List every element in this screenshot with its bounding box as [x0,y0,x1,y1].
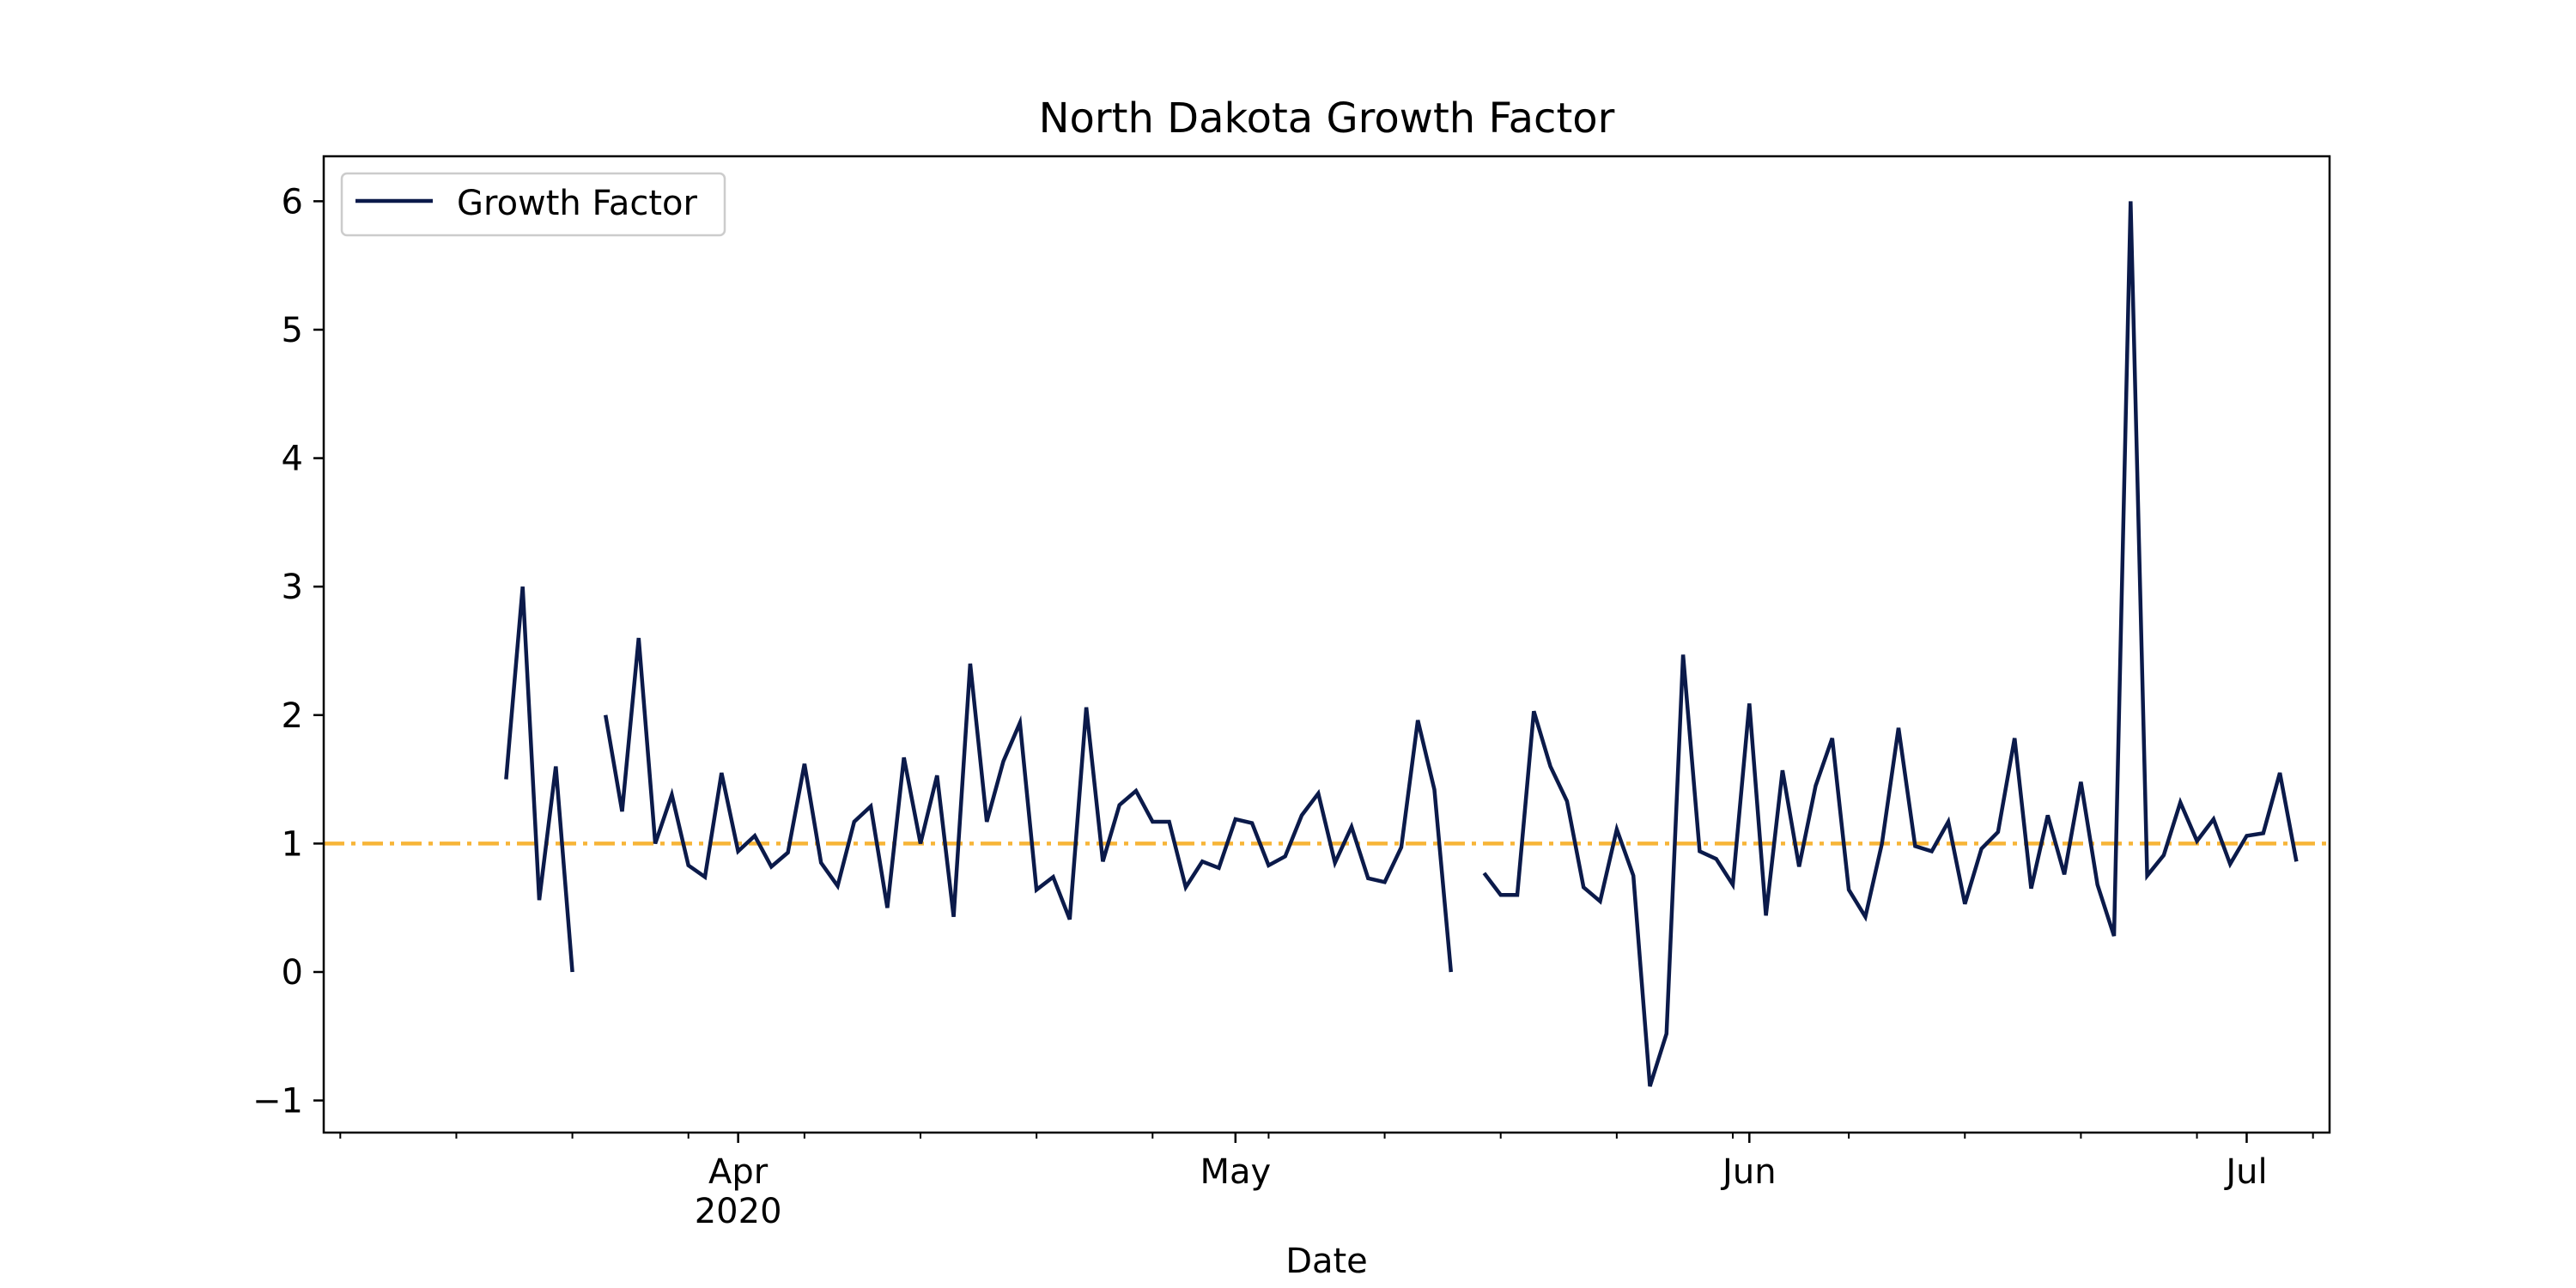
series-line-growth-factor-segment-2 [603,637,1454,973]
x-tick-label: Jul [2223,1152,2267,1192]
y-tick-label: 3 [282,568,303,607]
y-tick-label: 2 [282,696,303,736]
y-tick-label: 1 [282,824,303,864]
y-tick-label: 0 [282,953,303,993]
x-tick-label: May [1200,1152,1271,1192]
y-axis: −1 0 1 2 3 4 5 6 [252,182,324,1121]
y-tick-label: 6 [282,182,303,222]
legend-label-growth-factor: Growth Factor [457,184,697,223]
series-line-growth-factor-segment-3 [1482,201,2299,1087]
legend: Growth Factor [340,172,726,237]
plot-area [324,201,2330,1087]
plot-frame [322,155,2331,1134]
y-tick-label: 4 [282,440,303,479]
y-tick-label: −1 [252,1082,303,1121]
x-tick-label: Apr [708,1152,769,1192]
legend-box [340,172,726,237]
x-axis-label: Date [1285,1242,1368,1281]
x-tick-label: Jun [1720,1152,1777,1192]
x-tick-sublabel: 2020 [695,1192,782,1231]
y-tick-label: 5 [282,311,303,350]
series-line-growth-factor-segment-1 [504,586,574,973]
chart-title: North Dakota Growth Factor [1039,94,1615,143]
